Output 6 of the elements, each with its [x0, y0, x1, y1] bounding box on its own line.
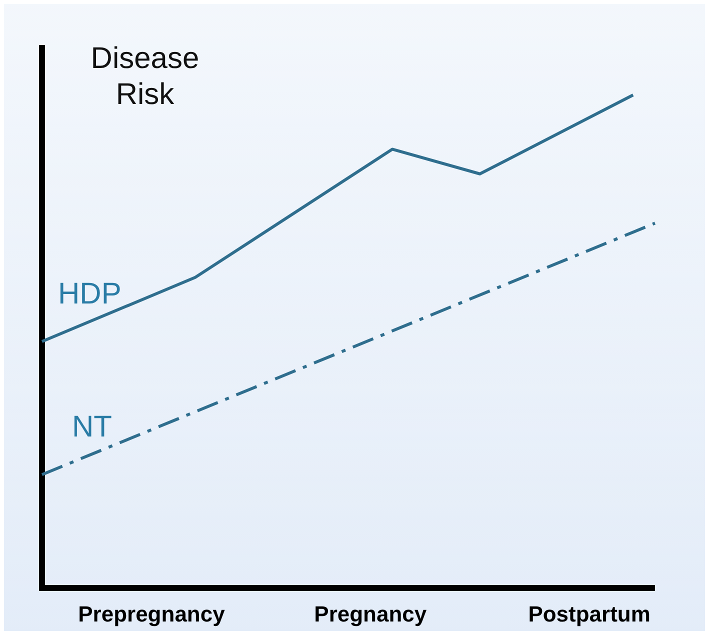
- series-label: HDP: [58, 278, 122, 310]
- series-label: NT: [72, 410, 112, 444]
- x-tick-label: Prepregnancy: [78, 602, 226, 627]
- y-axis-title: Disease Risk: [90, 42, 200, 111]
- x-tick-label: Postpartum: [528, 602, 650, 627]
- x-tick-label: Pregnancy: [314, 602, 428, 627]
